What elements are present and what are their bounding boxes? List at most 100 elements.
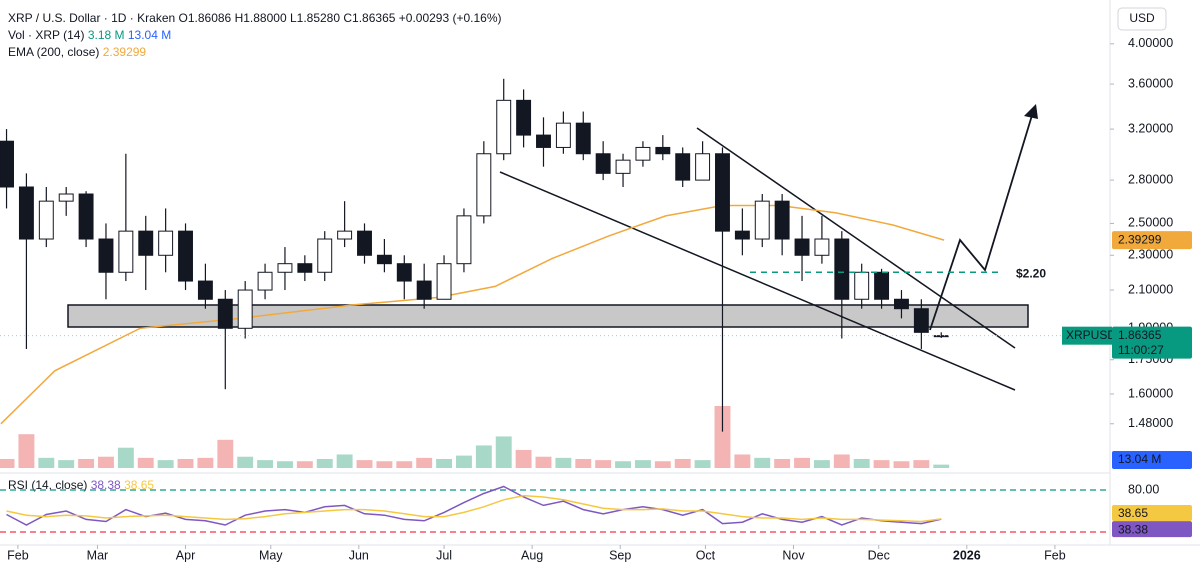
legend: XRP / U.S. Dollar · 1D · Kraken O1.86086… xyxy=(8,11,502,492)
ema-line xyxy=(0,204,945,425)
rsi-value: 38.38 xyxy=(91,478,121,492)
level-label: $2.20 xyxy=(1016,266,1046,280)
volume-bar xyxy=(893,461,910,468)
volume-bar xyxy=(495,436,512,468)
candle-body xyxy=(734,230,750,240)
x-tick-label: Jul xyxy=(436,548,452,562)
volume-bar xyxy=(455,455,472,468)
volume-bar xyxy=(595,460,612,468)
ema-name: EMA (200, close) xyxy=(8,45,99,59)
candle-body xyxy=(913,308,929,333)
volume-bar xyxy=(98,456,114,468)
x-tick-label: Apr xyxy=(176,548,195,562)
volume-bar xyxy=(316,458,333,468)
volume-bar xyxy=(436,458,453,468)
volume-bar xyxy=(157,460,174,468)
volume-bar xyxy=(177,458,194,468)
candle-body xyxy=(476,153,492,217)
candle-body xyxy=(58,193,74,202)
x-tick-label: Feb xyxy=(7,548,29,562)
y-tick-label: 1.60000 xyxy=(1128,386,1173,400)
candle-body xyxy=(78,193,94,240)
volume-bar xyxy=(277,461,293,468)
x-tick-label: Aug xyxy=(521,548,543,562)
candle-body xyxy=(655,146,671,155)
volume-bar xyxy=(555,457,572,468)
rsi-line: RSI (14, close) 38.38 38.65 xyxy=(8,478,154,492)
volume-name: Vol · XRP (14) xyxy=(8,28,84,42)
y-tick-label: 2.30000 xyxy=(1128,248,1173,262)
ema-value: 2.39299 xyxy=(103,45,147,59)
rsi-ma-tag xyxy=(1112,504,1192,521)
lower-trendline xyxy=(499,171,1016,391)
volume-bar xyxy=(575,458,592,468)
volume-bar xyxy=(257,460,274,468)
candle-body xyxy=(536,134,551,148)
price-tag-text: 11:00:27 xyxy=(1118,343,1164,357)
candle-body xyxy=(357,230,372,256)
x-tick-label: Nov xyxy=(782,548,805,562)
rsi-tag xyxy=(1112,521,1192,538)
y-tick-label: 2.80000 xyxy=(1128,172,1173,186)
candle-body xyxy=(197,280,213,300)
volume-bar xyxy=(674,458,691,468)
x-tick-label: Dec xyxy=(868,548,890,562)
candle-body xyxy=(754,200,770,240)
volume-bar xyxy=(535,456,552,468)
candle-body xyxy=(396,263,412,282)
volume-line: Vol · XRP (14) 3.18 M 13.04 M xyxy=(8,28,171,42)
candle-body xyxy=(496,99,512,155)
currency: USD xyxy=(1129,11,1155,25)
x-tick-label: Feb xyxy=(1044,548,1066,562)
candle-body xyxy=(237,289,253,329)
candle-body xyxy=(217,298,233,329)
ema-tag xyxy=(1112,231,1192,250)
low: L1.85280 xyxy=(290,11,340,25)
y-tick-label: 4.00000 xyxy=(1128,36,1173,50)
candle-body xyxy=(337,230,353,240)
volume-bar xyxy=(0,458,15,468)
candle-body xyxy=(0,140,14,188)
close: C1.86365 xyxy=(343,11,395,25)
volume-bar xyxy=(137,457,154,468)
candle-body xyxy=(715,153,730,232)
volume-ma-value: 13.04 M xyxy=(128,28,171,42)
candle-body xyxy=(854,271,870,300)
rsi-name: RSI (14, close) xyxy=(8,478,87,492)
volume-bar xyxy=(515,449,532,468)
y-tick-label: 3.20000 xyxy=(1128,121,1173,135)
candle-body xyxy=(675,153,691,181)
candle-body xyxy=(38,200,54,240)
candle-body xyxy=(834,238,850,300)
volume-bar xyxy=(416,457,433,468)
ema-line: EMA (200, close) 2.39299 xyxy=(8,45,146,59)
volume-bar xyxy=(396,461,413,468)
y-tick-label: 3.60000 xyxy=(1128,76,1173,90)
volume-bar xyxy=(615,461,631,468)
volume-bar xyxy=(197,457,214,468)
symbol-line: XRP / U.S. Dollar · 1D · Kraken O1.86086… xyxy=(8,11,502,25)
price-tag xyxy=(1112,326,1192,359)
projection-arrow xyxy=(929,111,1034,331)
candle-body xyxy=(555,122,571,148)
y-tick-label: 1.48000 xyxy=(1128,416,1173,430)
volume-bar xyxy=(475,445,492,468)
x-tick-label: Jun xyxy=(349,548,369,562)
volume-bar xyxy=(734,454,751,468)
x-tick-label: Sep xyxy=(609,548,631,562)
candle-body xyxy=(277,263,293,273)
volume-bar xyxy=(694,460,711,468)
volume-bar xyxy=(634,460,651,468)
volume-bar xyxy=(38,457,55,468)
volume-bar xyxy=(18,434,35,468)
candle-body xyxy=(695,153,711,181)
change: +0.00293 (+0.16%) xyxy=(399,11,502,25)
candle-body xyxy=(595,153,611,174)
candle-body xyxy=(894,298,909,310)
candle-body xyxy=(635,146,651,161)
candle-body xyxy=(615,159,631,174)
candle-body xyxy=(118,230,134,273)
currency-box[interactable] xyxy=(1117,7,1167,31)
rsi-ma-tag-text: 38.65 xyxy=(1118,506,1148,520)
